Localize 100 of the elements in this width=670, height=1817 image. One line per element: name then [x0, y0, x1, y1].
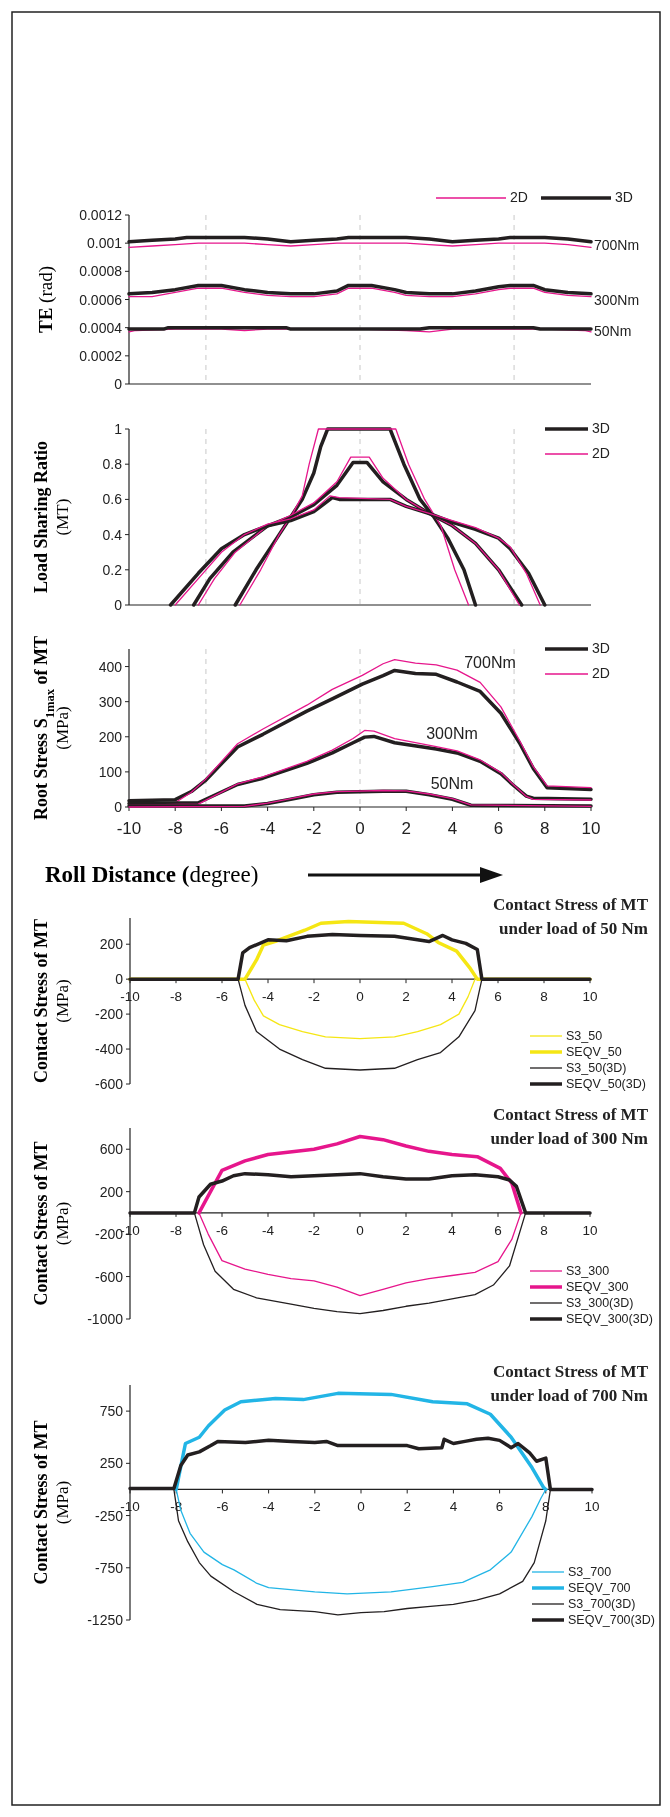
- y-tick-label: 0.0012: [79, 207, 123, 223]
- x-tick-label: 6: [495, 1499, 504, 1515]
- y-tick-label: 0: [115, 971, 124, 988]
- x-tick-label: -8: [169, 989, 183, 1005]
- legend-label: S3_300: [566, 1264, 610, 1278]
- y-tick-label: 0: [114, 597, 123, 613]
- x-tick-label: -4: [261, 1222, 275, 1238]
- x-tick-label: -2: [307, 1222, 321, 1238]
- y-tick-label: 0.6: [102, 491, 123, 508]
- y-tick-label: 0.2: [102, 561, 123, 578]
- y-tick-label: 200: [99, 1183, 124, 1200]
- y-tick-label: -1250: [87, 1612, 124, 1628]
- y-axis-title: TE (rad): [35, 265, 57, 334]
- x-tick-label: 4: [447, 819, 458, 838]
- y-tick-label: 200: [99, 936, 124, 953]
- x-tick-label: -6: [216, 1499, 229, 1515]
- x-tick-label: 0: [356, 1222, 364, 1238]
- x-tick-label: -6: [215, 1222, 229, 1238]
- y-tick-label: 200: [98, 728, 123, 745]
- y-axis-title: Load Sharing Ratio (MT): [31, 440, 72, 594]
- y-tick-label: 0.0002: [79, 347, 123, 364]
- legend-label: SEQV_300: [566, 1280, 629, 1294]
- x-tick-label: 6: [493, 819, 504, 838]
- x-tick-label: -8: [167, 819, 183, 838]
- chart-title: Contact Stress of MT under load of 700 Nm: [490, 1362, 649, 1405]
- x-tick-label: 2: [402, 1222, 410, 1238]
- y-tick-label: -750: [94, 1559, 124, 1576]
- x-axis-title: Roll Distance (degree): [45, 862, 259, 887]
- legend-label: 3D: [592, 420, 610, 436]
- x-tick-label: 4: [449, 1499, 458, 1515]
- annotation: 50Nm: [430, 775, 474, 792]
- x-tick-label: 8: [540, 1222, 548, 1238]
- x-tick-label: 2: [401, 819, 411, 838]
- y-tick-label: 0.4: [102, 526, 123, 543]
- y-tick-label: 100: [98, 763, 123, 780]
- y-tick-label: 0.0006: [79, 291, 123, 308]
- legend-label: S3_50: [566, 1029, 603, 1043]
- legend-label: 2D: [510, 189, 528, 205]
- x-tick-label: -2: [306, 819, 322, 838]
- y-tick-label: 0: [114, 376, 123, 392]
- y-tick-label: 0.001: [86, 235, 123, 252]
- x-tick-label: 2: [403, 1499, 411, 1515]
- text: 300Nm: [594, 292, 640, 308]
- legend-label: SEQV_700: [568, 1581, 631, 1595]
- chart-title: Contact Stress of MT under load of 300 Nm: [490, 1105, 649, 1148]
- x-tick-label: -10: [116, 819, 142, 838]
- x-tick-label: -8: [169, 1222, 183, 1238]
- y-tick-label: 1: [114, 421, 123, 437]
- x-tick-label: 8: [540, 989, 548, 1005]
- x-tick-label: -4: [261, 989, 275, 1005]
- y-axis-title: Contact Stress of MT (MPa): [31, 1420, 72, 1585]
- y-tick-label: 0.0004: [79, 319, 123, 336]
- y-tick-label: 0.0008: [79, 263, 123, 280]
- legend-label: S3_50(3D): [566, 1061, 627, 1075]
- legend-label: SEQV_50: [566, 1045, 622, 1059]
- legend-label: SEQV_50(3D): [566, 1077, 646, 1091]
- text: 700Nm: [594, 237, 640, 253]
- x-tick-label: -2: [307, 989, 321, 1005]
- annotation: 300Nm: [426, 725, 478, 742]
- legend-label: 3D: [592, 640, 610, 656]
- legend-label: SEQV_700(3D): [568, 1613, 655, 1627]
- legend-label: 2D: [592, 445, 610, 461]
- x-tick-label: 4: [448, 1222, 457, 1238]
- x-tick-label: 4: [448, 989, 457, 1005]
- y-tick-label: 0.8: [102, 456, 123, 473]
- y-tick-label: -400: [94, 1041, 124, 1058]
- x-tick-label: -6: [213, 819, 229, 838]
- x-tick-label: 8: [540, 819, 550, 838]
- legend-label: S3_700: [568, 1565, 612, 1579]
- x-tick-label: -2: [308, 1499, 321, 1515]
- text: 50Nm: [594, 323, 632, 339]
- x-tick-label: -4: [262, 1499, 276, 1515]
- y-tick-label: -600: [94, 1076, 124, 1092]
- y-tick-label: 300: [98, 693, 123, 710]
- legend-label: SEQV_300(3D): [566, 1312, 653, 1326]
- y-tick-label: 400: [98, 658, 123, 675]
- x-tick-label: 10: [584, 1499, 600, 1515]
- x-tick-label: 10: [581, 819, 601, 838]
- y-tick-label: -250: [94, 1507, 124, 1524]
- legend-label: 3D: [615, 189, 633, 205]
- y-axis-title: Contact Stress of MT (MPa): [31, 1141, 72, 1306]
- x-tick-label: 6: [494, 1222, 502, 1238]
- x-tick-label: -6: [215, 989, 229, 1005]
- x-tick-label: 0: [357, 1499, 365, 1515]
- legend-label: S3_300(3D): [566, 1296, 634, 1310]
- annotation: 700Nm: [464, 654, 516, 671]
- x-tick-label: 0: [356, 989, 364, 1005]
- x-tick-label: -4: [260, 819, 276, 838]
- x-tick-label: 10: [582, 989, 598, 1005]
- y-tick-label: 0: [114, 799, 123, 815]
- y-tick-label: -200: [94, 1006, 124, 1023]
- legend-label: S3_700(3D): [568, 1597, 636, 1611]
- legend-label: 2D: [592, 665, 610, 681]
- x-tick-label: 0: [355, 819, 365, 838]
- y-axis-title: Contact Stress of MT (MPa): [31, 918, 72, 1084]
- x-tick-label: 10: [582, 1222, 598, 1238]
- x-tick-label: 6: [494, 989, 502, 1005]
- y-tick-label: -600: [94, 1268, 124, 1285]
- y-tick-label: 750: [99, 1403, 124, 1420]
- y-tick-label: 600: [99, 1141, 124, 1158]
